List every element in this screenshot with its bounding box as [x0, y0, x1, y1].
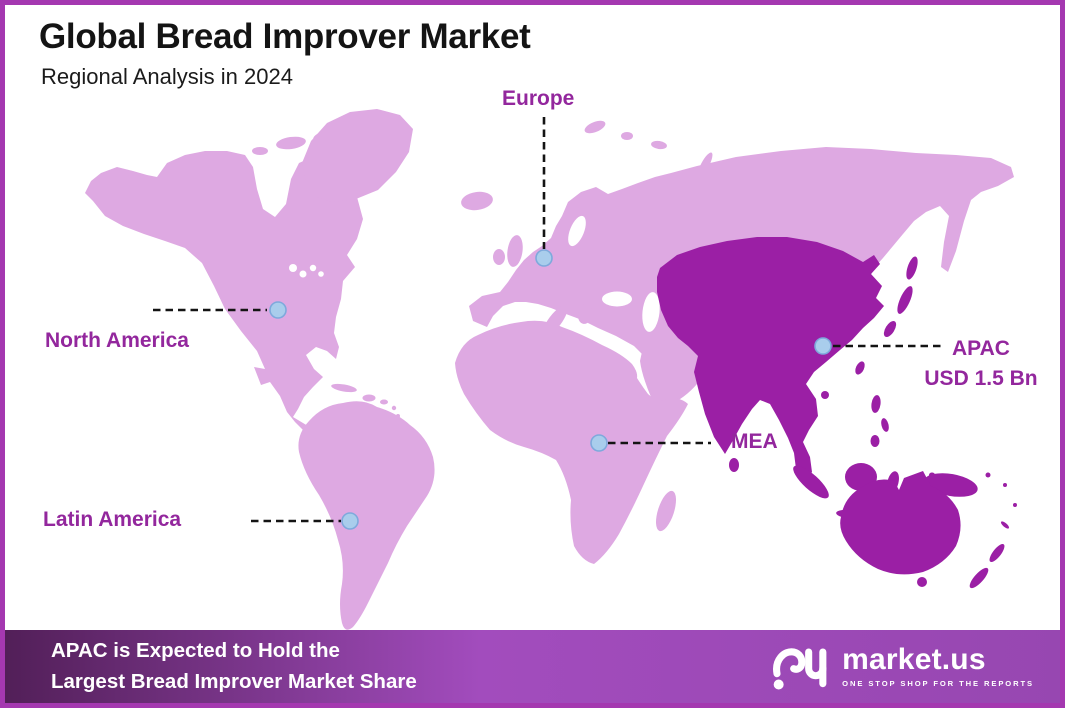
island-caribbean [396, 414, 400, 418]
peninsula-arabia [640, 340, 704, 406]
brand-logo: market.us ONE STOP SHOP FOR THE REPORTS [772, 640, 1034, 694]
region-label-latin-america: Latin America [43, 508, 182, 531]
island-hispaniola [362, 394, 376, 402]
marker-europe [535, 249, 553, 267]
sea-black [602, 291, 632, 307]
brand-name: market.us [842, 643, 986, 676]
landmass-apac-highlight [657, 237, 1017, 589]
region-label-mea: MEA [731, 430, 778, 453]
continent-australia [840, 471, 961, 575]
islands-pacific [985, 472, 991, 478]
islands-arctic-russia [651, 140, 667, 150]
page-title: Global Bread Improver Market [39, 17, 531, 56]
continent-africa [455, 320, 688, 564]
island-tasmania [917, 577, 927, 587]
leader-lines [153, 117, 941, 523]
peninsula-greece [577, 304, 593, 324]
island-taiwan [855, 361, 865, 375]
island-ireland [493, 249, 505, 265]
islands-japan [883, 321, 897, 337]
islands-new-zealand [969, 567, 989, 589]
brand-text-block: market.us ONE STOP SHOP FOR THE REPORTS [842, 643, 1034, 689]
islands-arctic-canada [252, 147, 268, 155]
marker-latin-america [341, 512, 359, 530]
island-hainan [821, 391, 829, 399]
island-sri-lanka [729, 458, 739, 472]
marker-apac [814, 337, 832, 355]
region-label-apac: APAC USD 1.5 Bn [915, 334, 1047, 394]
footer-headline-line2: Largest Bread Improver Market Share [51, 669, 417, 693]
region-asia-mainland [657, 237, 884, 484]
market-us-logo-icon [773, 647, 827, 689]
location-markers [269, 249, 832, 530]
footer-headline: APAC is Expected to Hold the Largest Bre… [5, 636, 417, 698]
page-subtitle: Regional Analysis in 2024 [41, 64, 293, 89]
islands-arctic-canada [276, 136, 306, 150]
lake-great-lakes [309, 264, 317, 272]
islands-philippines [881, 418, 889, 432]
footer-banner: APAC is Expected to Hold the Largest Bre… [5, 630, 1060, 703]
islands-arctic-russia [621, 132, 633, 140]
island-caribbean [394, 422, 398, 426]
continent-north-america [85, 151, 363, 442]
island-greenland [302, 109, 413, 202]
marker-north-america [269, 301, 287, 319]
continent-south-america [298, 401, 435, 630]
island-caribbean [380, 399, 388, 405]
sea-holes [289, 215, 660, 332]
island-cuba [331, 383, 357, 393]
islands-pacific [1003, 483, 1007, 487]
islands-japan [897, 286, 913, 314]
region-value-apac: USD 1.5 Bn [924, 366, 1038, 390]
lake-great-lakes [299, 270, 307, 278]
islands-new-zealand [989, 543, 1005, 563]
island-new-caledonia [1000, 521, 1010, 529]
island-caribbean [391, 405, 397, 411]
islands-philippines [871, 395, 881, 413]
brand-tagline: ONE STOP SHOP FOR THE REPORTS [842, 679, 1034, 688]
region-label-north-america: North America [45, 329, 189, 352]
islands-philippines [870, 435, 880, 447]
sea-baltic [568, 215, 586, 247]
island-novaya-zemlya [697, 152, 713, 178]
world-map [85, 109, 1017, 630]
islands-pacific [1013, 503, 1017, 507]
lake-great-lakes [318, 271, 324, 277]
sea-caspian [642, 292, 660, 332]
marker-mea [590, 434, 608, 452]
region-label-europe: Europe [502, 87, 575, 110]
island-iceland [461, 191, 493, 211]
island-great-britain [507, 235, 523, 267]
region-label-apac-name: APAC [952, 337, 1010, 360]
island-sumatra [793, 465, 829, 499]
footer-headline-line1: APAC is Expected to Hold the [51, 638, 340, 662]
islands-japan [906, 256, 918, 280]
lake-great-lakes [289, 264, 297, 272]
island-madagascar [655, 490, 677, 532]
islands-svalbard [584, 120, 606, 134]
